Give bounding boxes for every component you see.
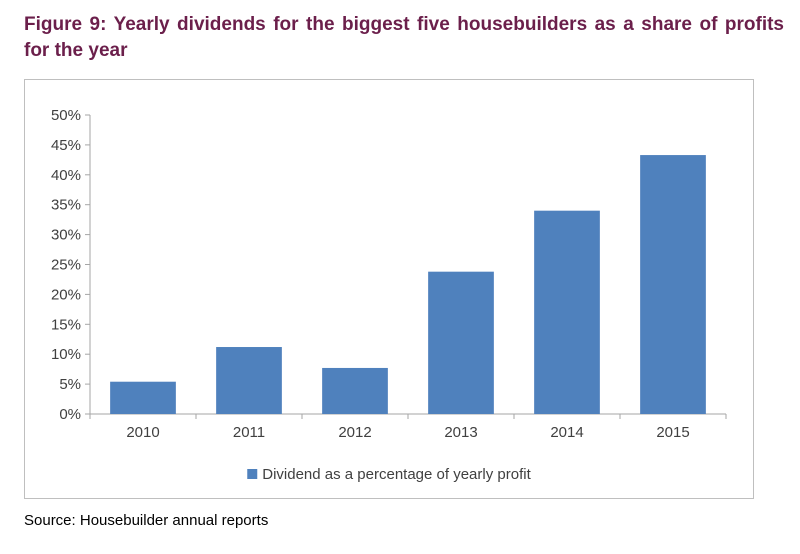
- x-tick-label: 2012: [338, 424, 371, 441]
- bar-2011: [216, 347, 282, 414]
- y-tick-label: 40%: [51, 167, 81, 184]
- x-tick-label: 2010: [126, 424, 159, 441]
- legend-label: Dividend as a percentage of yearly profi…: [262, 466, 531, 483]
- x-tick-label: 2013: [444, 424, 477, 441]
- y-tick-label: 50%: [51, 107, 81, 124]
- source-note: Source: Housebuilder annual reports: [24, 512, 269, 529]
- bar-2012: [322, 367, 388, 414]
- x-tick-label: 2011: [233, 424, 265, 441]
- y-tick-label: 20%: [51, 286, 81, 303]
- bar-2013: [428, 271, 494, 414]
- bar-2015: [640, 155, 706, 414]
- bar-chart: 0% 5% 10% 15% 20% 25% 30% 35% 40% 45% 50% 2010 2011 2…: [51, 107, 727, 483]
- y-tick-label: 5%: [59, 376, 81, 393]
- y-tick-label: 10%: [51, 346, 81, 363]
- x-tick-label: 2015: [656, 424, 689, 441]
- y-tick-label: 30%: [51, 227, 81, 244]
- y-tick-label: 0%: [59, 406, 81, 423]
- figure-title: Figure 9: Yearly dividends for the bigge…: [24, 14, 784, 61]
- y-tick-label: 45%: [51, 137, 81, 154]
- bar-2014: [534, 210, 600, 414]
- y-tick-label: 15%: [51, 316, 81, 333]
- x-tick-label: 2014: [550, 424, 583, 441]
- chart-frame: [24, 79, 754, 499]
- bar-2010: [110, 381, 176, 414]
- y-tick-label: 25%: [51, 257, 81, 274]
- legend-swatch: [247, 469, 258, 479]
- y-tick-label: 35%: [51, 197, 81, 214]
